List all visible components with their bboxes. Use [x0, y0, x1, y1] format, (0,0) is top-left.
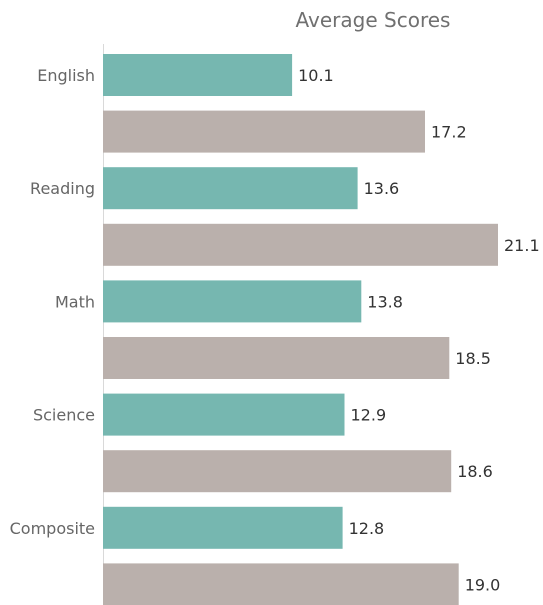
value-label-composite-series-1: 12.8 — [349, 519, 385, 538]
bar-science-series-2 — [103, 450, 452, 493]
bar-math-series-1 — [103, 280, 362, 323]
value-label-science-series-1: 12.9 — [351, 406, 387, 425]
value-label-composite-series-2: 19.0 — [465, 575, 501, 594]
value-label-math-series-2: 18.5 — [455, 349, 491, 368]
value-label-reading-series-1: 13.6 — [364, 179, 400, 198]
value-label-english-series-2: 17.2 — [431, 123, 467, 142]
category-label-math: Math — [55, 292, 95, 311]
value-label-reading-series-2: 21.1 — [504, 236, 540, 255]
bar-reading-series-1 — [103, 167, 358, 210]
bar-composite-series-1 — [103, 506, 343, 549]
category-labels-group: English Reading Math Science Composite — [10, 66, 95, 538]
bar-math-series-2 — [103, 337, 450, 379]
category-label-science: Science — [33, 406, 95, 425]
bar-science-series-1 — [103, 393, 345, 436]
bar-reading-series-2 — [103, 223, 498, 266]
value-label-science-series-2: 18.6 — [457, 462, 493, 481]
chart-title: Average Scores — [296, 8, 451, 32]
bar-english-series-2 — [103, 110, 425, 153]
bar-english-series-1 — [103, 54, 293, 96]
bars-group — [103, 54, 498, 605]
bar-composite-series-2 — [103, 563, 459, 605]
category-label-english: English — [37, 66, 95, 85]
value-labels-group: 10.1 17.2 13.6 21.1 13.8 18.5 12.9 18.6 12.8 19.0 — [298, 66, 540, 594]
value-label-english-series-1: 10.1 — [298, 66, 334, 85]
value-label-math-series-1: 13.8 — [367, 292, 403, 311]
category-label-reading: Reading — [30, 179, 95, 198]
category-label-composite: Composite — [10, 519, 95, 538]
